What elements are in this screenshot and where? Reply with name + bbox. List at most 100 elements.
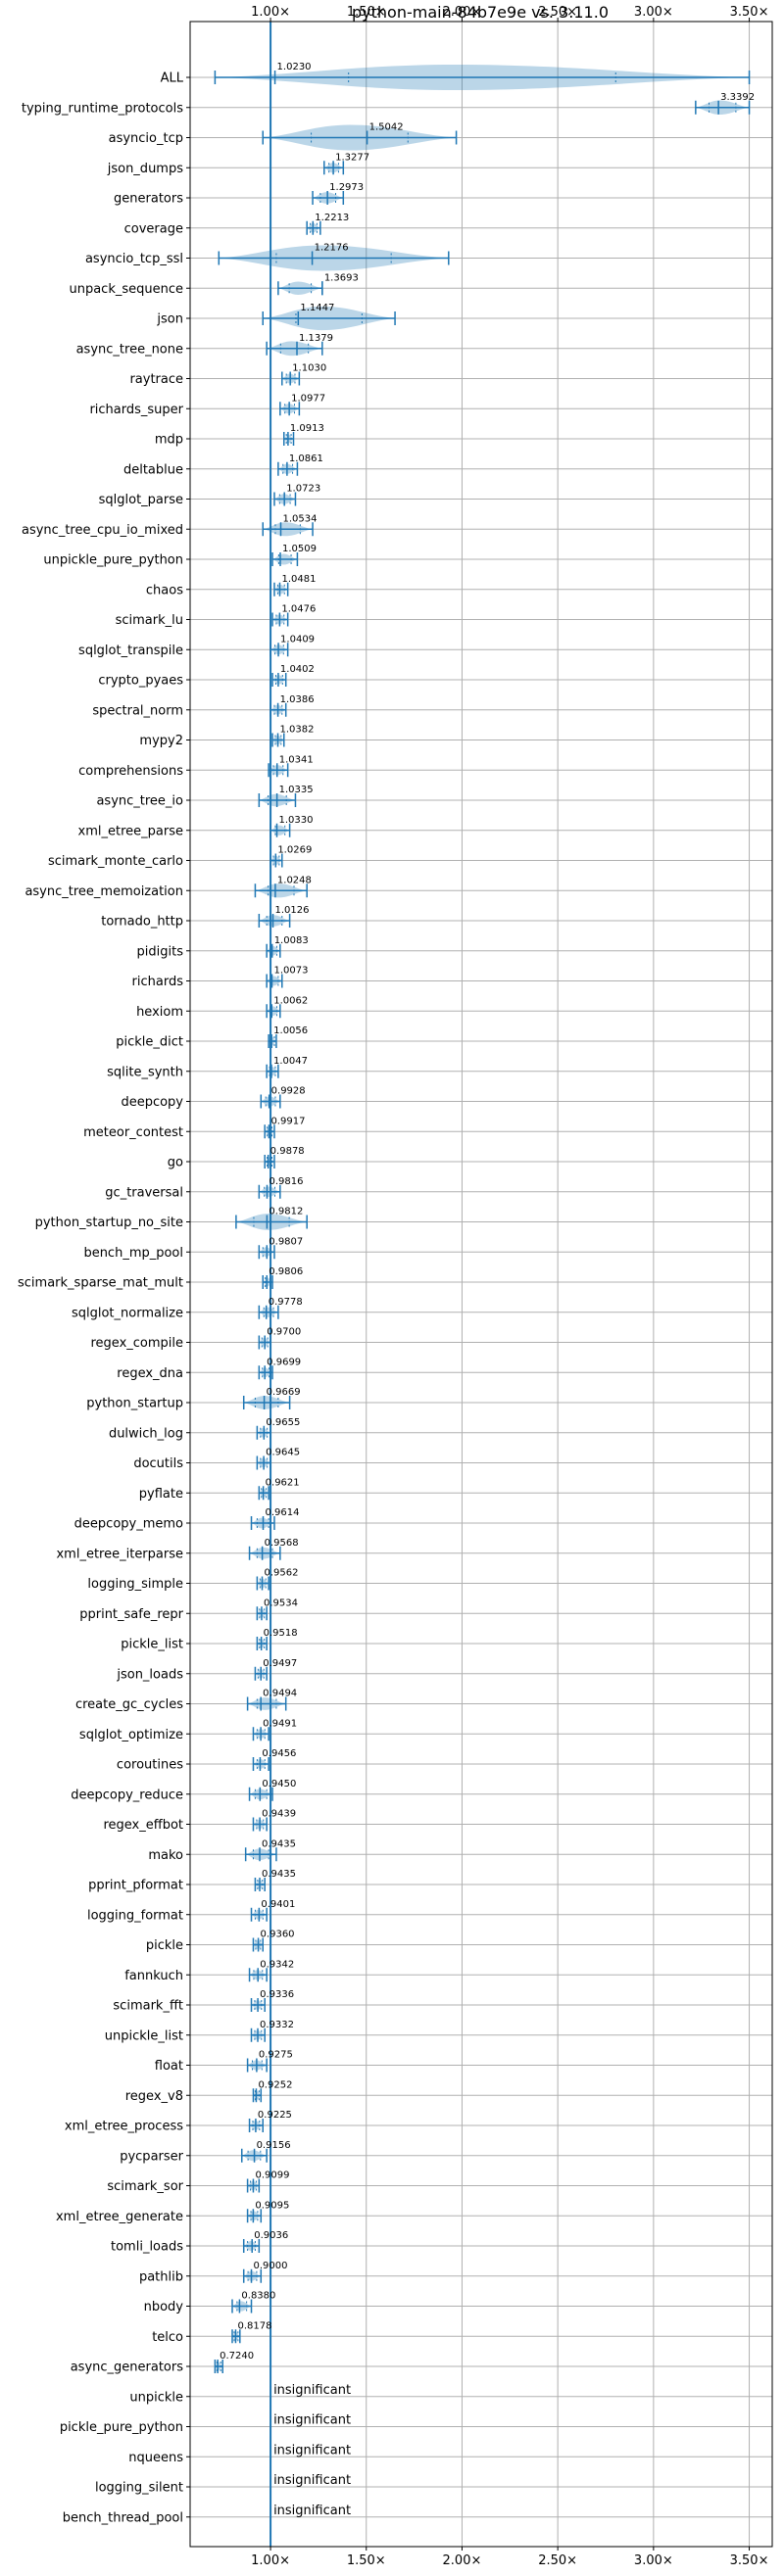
category-label: pickle (146, 1938, 183, 1953)
value-label: 0.9439 (262, 1809, 296, 1820)
category-label: pidigits (137, 944, 184, 959)
category-label: richards_super (89, 403, 183, 417)
category-label: raytrace (129, 372, 183, 387)
category-label: bench_mp_pool (83, 1246, 183, 1261)
value-label: 0.9669 (267, 1387, 301, 1398)
value-label: 0.9614 (266, 1507, 300, 1518)
value-label: 0.9497 (263, 1658, 297, 1669)
category-label: json_loads (116, 1667, 183, 1682)
value-label: 0.9699 (267, 1357, 301, 1367)
category-label: sqlglot_normalize (72, 1306, 183, 1320)
value-label: 0.9225 (258, 2110, 292, 2121)
category-label: spectral_norm (92, 703, 183, 718)
category-label: pathlib (139, 2269, 183, 2284)
category-label: pickle_list (121, 1638, 183, 1652)
tick-layer: 1.00× 1.00× 1.50× 1.50× 2.00× 2.00× 2.50× 2.50×… (18, 5, 768, 2568)
value-label: 0.9342 (260, 1959, 294, 1970)
x-tick-label-top: 2.50× (538, 5, 577, 20)
category-label: richards (132, 975, 184, 989)
category-label: regex_compile (90, 1336, 183, 1351)
category-label: scimark_monte_carlo (48, 854, 183, 869)
category-label: json_dumps (107, 162, 183, 176)
value-label: 0.7240 (220, 2351, 254, 2361)
value-label: 1.0723 (286, 484, 320, 495)
value-label: 0.9806 (269, 1266, 303, 1277)
insignificant-label: insignificant (273, 2504, 351, 2518)
value-label: 1.0913 (290, 423, 324, 434)
value-label: 0.9778 (269, 1297, 303, 1308)
value-label: 0.9700 (267, 1327, 301, 1338)
category-label: go (168, 1156, 183, 1170)
category-label: nbody (144, 2300, 184, 2314)
category-label: hexiom (136, 1005, 183, 1020)
category-label: pprint_safe_repr (79, 1607, 183, 1622)
x-tick-label-bottom: 3.00× (634, 2553, 673, 2568)
value-label: 1.0977 (291, 393, 325, 404)
category-label: scimark_sparse_mat_mult (18, 1276, 183, 1291)
category-label: pycparser (120, 2149, 183, 2164)
value-label: 0.9401 (261, 1899, 295, 1910)
value-label: 1.0382 (280, 725, 315, 736)
category-label: deltablue (123, 462, 183, 477)
value-label: 0.9275 (259, 2050, 293, 2061)
x-tick-label-bottom: 2.50× (538, 2553, 577, 2568)
category-label: comprehensions (78, 764, 183, 779)
insignificant-label: insignificant (273, 2383, 351, 2398)
category-label: tornado_http (101, 915, 183, 930)
value-label: 1.0073 (273, 966, 308, 977)
value-label: 0.9491 (263, 1718, 297, 1729)
x-tick-label-bottom: 3.50× (730, 2553, 769, 2568)
value-label: 0.9807 (269, 1236, 303, 1247)
x-tick-label-top: 1.00× (251, 5, 290, 20)
value-label: 0.8380 (241, 2291, 275, 2302)
category-label: python_startup (86, 1397, 183, 1411)
category-label: generators (114, 192, 183, 207)
value-label: 1.0269 (277, 845, 312, 856)
category-label: mypy2 (139, 734, 183, 748)
category-label: nqueens (128, 2451, 183, 2465)
label-layer: 1.0230 3.3392 1.5042 1.3277 1.2973 1.2213 1.21… (220, 62, 755, 2518)
category-label: float (155, 2059, 183, 2074)
category-label: mdp (155, 433, 183, 448)
value-label: 1.1030 (292, 363, 326, 374)
value-label: 1.0409 (280, 634, 315, 644)
value-label: 0.9000 (254, 2261, 288, 2271)
value-label: 1.0476 (281, 604, 316, 615)
category-label: regex_v8 (125, 2089, 183, 2104)
value-label: 1.0386 (280, 694, 315, 705)
category-label: asyncio_tcp (109, 131, 183, 146)
category-label: deepcopy_memo (74, 1517, 183, 1532)
x-tick-label-top: 1.50× (347, 5, 386, 20)
value-label: 1.1447 (300, 303, 334, 313)
category-label: unpack_sequence (69, 282, 183, 297)
value-label: 0.9917 (270, 1116, 305, 1126)
value-label: 1.3277 (335, 152, 369, 163)
category-label: crypto_pyaes (98, 674, 183, 689)
category-label: scimark_sor (107, 2179, 183, 2194)
category-label: async_tree_memoization (24, 884, 183, 899)
category-label: xml_etree_iterparse (56, 1547, 183, 1561)
x-tick-label-top: 3.00× (634, 5, 673, 20)
category-label: meteor_contest (83, 1125, 183, 1140)
category-label: pickle_dict (116, 1035, 183, 1050)
category-label: sqlite_synth (107, 1065, 183, 1079)
category-label: unpickle_pure_python (43, 553, 183, 568)
value-label: 1.0062 (273, 995, 308, 1006)
value-label: 0.9928 (271, 1086, 306, 1097)
value-label: 1.0534 (282, 513, 317, 524)
value-label: 1.0230 (277, 62, 312, 72)
value-label: 0.9456 (262, 1748, 296, 1759)
category-label: typing_runtime_protocols (22, 101, 183, 116)
value-label: 0.9562 (265, 1568, 299, 1579)
category-label: chaos (146, 583, 183, 597)
value-label: 1.2973 (329, 182, 364, 193)
value-label: 0.9494 (263, 1689, 297, 1699)
category-label: unpickle (129, 2390, 183, 2405)
category-label: regex_dna (117, 1366, 183, 1381)
value-label: 0.9336 (260, 1989, 294, 2000)
category-label: logging_format (87, 1908, 183, 1923)
value-label: 0.9655 (266, 1417, 300, 1428)
value-label: 1.0330 (279, 815, 314, 826)
value-label: 0.9332 (260, 2020, 294, 2030)
